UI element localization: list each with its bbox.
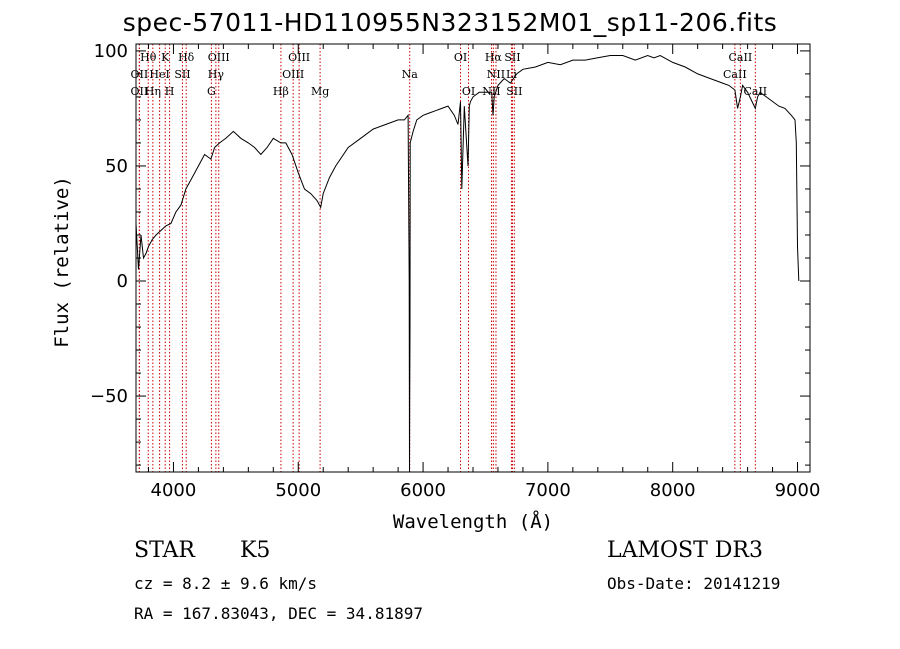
line-label: OIII [208,51,230,64]
chart-title: spec-57011-HD110955N323152M01_sp11-206.f… [122,8,778,37]
line-label: OIII [282,68,304,81]
line-label: Hθ [140,51,157,64]
classification-label: STAR [134,538,195,563]
emission-line-markers [138,44,756,472]
survey-label: LAMOST DR3 [607,538,763,563]
line-label: Hη [145,85,161,98]
line-label: CaII [743,85,767,98]
line-label: OII [131,68,149,81]
line-label: Mg [311,85,329,98]
x-tick-label: 7000 [525,480,571,501]
line-label: Li [506,68,517,81]
x-tick-label: 4000 [151,480,197,501]
line-label: SII [174,68,190,81]
x-tick-label: 5000 [275,480,321,501]
line-label: CaII [729,51,753,64]
y-tick-label: 100 [94,41,128,62]
line-label: Hγ [208,68,225,81]
x-axis-label: Wavelength (Å) [393,510,553,533]
line-label: G [207,85,216,98]
line-label: Hβ [273,85,289,98]
line-label: NII [482,85,500,98]
line-label: NII [487,68,505,81]
subclass-label: K5 [240,538,271,563]
line-label: SII [504,51,520,64]
x-tick-label: 8000 [650,480,696,501]
y-axis-label: Flux (relative) [51,176,73,348]
line-label: CaII [723,68,747,81]
y-tick-label: 50 [105,156,128,177]
line-label: SII [506,85,522,98]
y-tick-label: −50 [90,386,128,407]
line-label: H [165,85,175,98]
redshift-label: cz = 8.2 ± 9.6 km/s [134,574,318,593]
line-label: HeI [149,68,169,81]
x-tick-label: 9000 [775,480,821,501]
obs-date-label: Obs-Date: 20141219 [607,574,781,593]
line-label: Hα [485,51,503,64]
line-label: K [161,51,170,64]
plot-frame [135,43,811,473]
line-label: Na [402,68,419,81]
line-label: OIII [288,51,310,64]
x-tick-label: 6000 [400,480,446,501]
spectrum-line [135,54,800,473]
line-label: OI [454,51,467,64]
line-label: OI [462,85,475,98]
y-tick-label: 0 [117,271,128,292]
axis-ticks: 4000 5000 6000 7000 8000 9000 −50 0 50 100 [90,41,820,501]
line-label: OII [131,85,149,98]
line-label: Hδ [178,51,195,64]
coordinates-label: RA = 167.83043, DEC = 34.81897 [134,604,423,623]
